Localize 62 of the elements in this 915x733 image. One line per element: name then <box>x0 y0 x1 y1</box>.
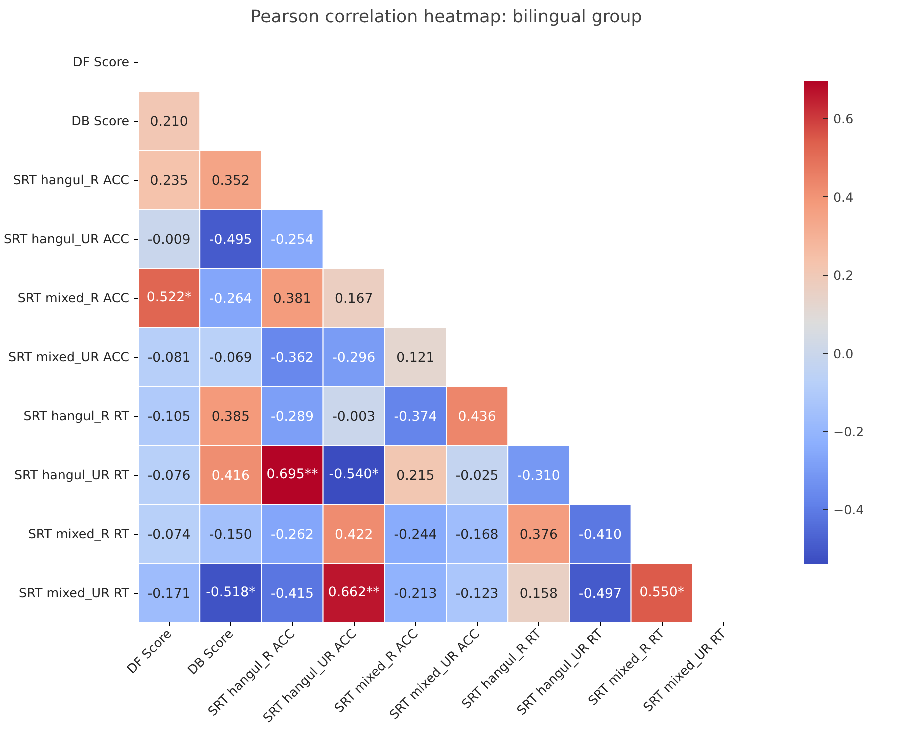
data-label: 0.352 <box>212 174 250 189</box>
data-label: -0.497 <box>579 587 622 602</box>
color-bar-label: 0.6 <box>834 112 854 127</box>
chart-title: Pearson correlation heatmap: bilingual group <box>250 8 642 28</box>
color-bar-label: −0.4 <box>834 502 864 518</box>
data-label: -0.025 <box>456 469 499 484</box>
y-tick-label: SRT hangul_R RT <box>24 408 130 424</box>
y-tick-label: SRT mixed_UR ACC <box>8 350 130 364</box>
data-label: 0.522* <box>146 290 192 306</box>
data-label: -0.003 <box>332 410 376 425</box>
data-label: -0.171 <box>148 587 191 602</box>
data-label: -0.289 <box>271 410 314 425</box>
color-bar-label: 0.2 <box>834 268 854 284</box>
data-label: -0.540* <box>329 468 380 482</box>
y-tick-label: DF Score <box>73 54 130 70</box>
data-label: -0.264 <box>209 292 252 307</box>
data-label: -0.296 <box>332 351 376 366</box>
data-label: 0.662** <box>328 586 380 600</box>
data-label: 0.550* <box>640 586 685 600</box>
data-label: 0.416 <box>212 469 250 484</box>
data-label: 0.695** <box>266 468 319 482</box>
data-label: -0.150 <box>209 528 252 543</box>
data-label: 0.381 <box>273 292 312 307</box>
data-label: 0.210 <box>150 115 188 130</box>
data-label: -0.374 <box>394 410 438 425</box>
data-label: -0.069 <box>209 351 252 366</box>
data-label: -0.213 <box>394 587 438 602</box>
data-label: 0.422 <box>335 528 374 543</box>
data-label: -0.168 <box>456 528 499 543</box>
color-bar-label: 0.0 <box>834 346 854 362</box>
data-label: -0.310 <box>517 469 560 484</box>
data-label: 0.215 <box>396 469 435 484</box>
y-tick-label: SRT mixed_R ACC <box>18 290 130 306</box>
y-tick-label: SRT hangul_UR ACC <box>4 232 130 246</box>
data-label: 0.167 <box>335 292 374 307</box>
y-tick-label: SRT hangul_R ACC <box>13 172 130 188</box>
data-label: 0.436 <box>458 410 496 425</box>
data-label: -0.495 <box>209 233 252 248</box>
data-label: -0.074 <box>148 528 191 543</box>
data-label: -0.081 <box>148 351 191 366</box>
data-label: 0.158 <box>520 587 558 602</box>
data-label: -0.254 <box>271 233 314 248</box>
y-tick-label: SRT mixed_UR RT <box>19 586 130 600</box>
y-tick-label: SRT hangul_UR RT <box>14 468 130 482</box>
data-label: -0.415 <box>271 587 314 602</box>
data-label: -0.244 <box>394 528 438 543</box>
data-label: -0.410 <box>579 528 622 543</box>
data-label: 0.121 <box>396 351 435 366</box>
data-label: 0.235 <box>150 174 188 189</box>
data-label: 0.376 <box>520 528 558 543</box>
data-label: -0.105 <box>148 410 191 425</box>
data-label: -0.262 <box>271 528 314 543</box>
data-label: -0.362 <box>271 351 314 366</box>
y-tick-label: DB Score <box>72 114 130 128</box>
color-bar-label: 0.4 <box>834 190 854 205</box>
data-label: -0.518* <box>206 586 256 600</box>
data-label: -0.076 <box>148 469 191 484</box>
y-tick-label: SRT mixed_R RT <box>28 526 130 542</box>
color-bar-label: −0.2 <box>834 424 864 440</box>
data-label: 0.385 <box>212 410 250 425</box>
data-label: -0.009 <box>148 233 191 248</box>
data-label: -0.123 <box>456 587 499 602</box>
